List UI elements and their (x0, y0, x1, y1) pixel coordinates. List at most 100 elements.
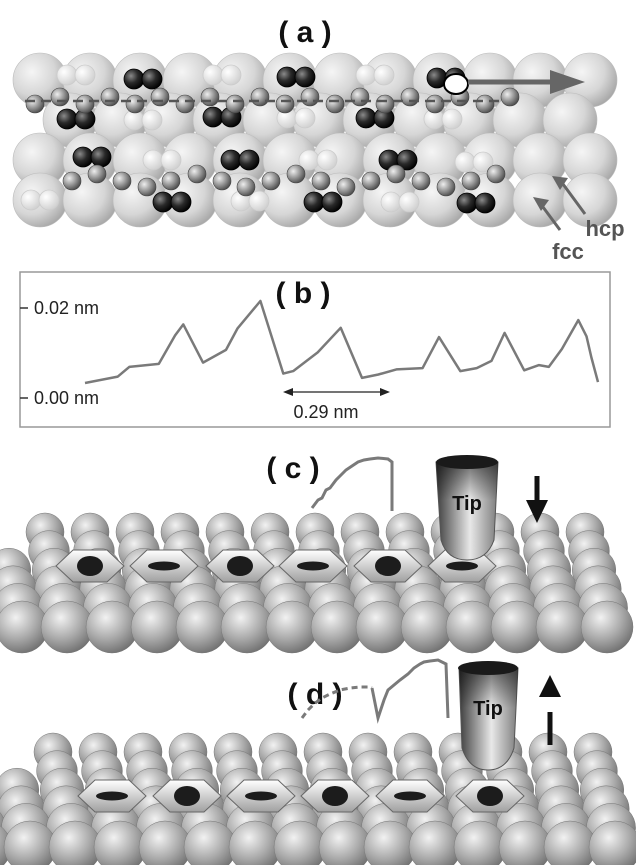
panel-c-label: ( c ) (266, 452, 319, 485)
chain-atom (475, 94, 495, 114)
chain-atom (436, 177, 456, 197)
pale-molecule-atom (142, 149, 164, 171)
chart-frame (19, 271, 611, 428)
chain-atom (375, 94, 395, 114)
surface-atom (355, 600, 409, 654)
chain-atom (400, 87, 420, 107)
pale-molecule-atom (355, 64, 377, 86)
chain-atom (250, 87, 270, 107)
chain-atom (87, 164, 107, 184)
surface-atom (40, 600, 94, 654)
chain-atom (311, 171, 331, 191)
dark-molecule-atom (355, 107, 377, 129)
pale-molecule-atom (472, 151, 494, 173)
panel-d-label: ( d ) (288, 678, 343, 711)
tip-label-c: Tip (452, 493, 482, 515)
pale-molecule-atom (294, 107, 316, 129)
dark-molecule-atom (238, 149, 260, 171)
surface-atom (310, 600, 364, 654)
dark-molecule-atom (141, 68, 163, 90)
surface-atom (535, 600, 589, 654)
chain-atom (300, 87, 320, 107)
dark-molecule-atom (90, 146, 112, 168)
dark-molecule-atom (220, 149, 242, 171)
chain-atom (112, 171, 132, 191)
friction-trace (84, 299, 600, 385)
surface-atom (85, 600, 139, 654)
dark-molecule-atom (72, 146, 94, 168)
pale-molecule-atom (141, 109, 163, 131)
molecule-core (297, 561, 329, 571)
molecule-core (394, 791, 426, 801)
spacing-label: 0.29 nm (293, 402, 358, 422)
pale-molecule-atom (20, 189, 42, 211)
chain-atom (225, 94, 245, 114)
chain-atom (187, 164, 207, 184)
surface-atoms-c (0, 512, 634, 654)
pale-molecule-atom (380, 191, 402, 213)
motion-arrow-head (550, 70, 585, 94)
hcp-label: hcp (585, 216, 624, 241)
chain-atom (25, 94, 45, 114)
surface-atom (490, 600, 544, 654)
surface-atom (265, 600, 319, 654)
pale-molecule-atom (441, 108, 463, 130)
down-arrow (526, 476, 548, 523)
pale-molecule-atom (398, 191, 420, 213)
chain-atom (411, 171, 431, 191)
pale-molecule-atom (56, 64, 78, 86)
dark-molecule-atom (396, 149, 418, 171)
chain-atom (350, 87, 370, 107)
dark-molecule-atom (123, 68, 145, 90)
panel-b: ( b ) 0.02 nm 0.00 nm 0.29 nm (19, 271, 611, 428)
dark-molecule-atom (202, 106, 224, 128)
panel-a: ( a ) hcp fcc (12, 16, 625, 264)
pale-molecule-atom (160, 149, 182, 171)
force-curve-d-dashed (300, 685, 373, 719)
panel-b-label: ( b ) (276, 277, 331, 310)
molecule-core (446, 561, 478, 571)
pale-molecule-atom (38, 189, 60, 211)
chain-atom (50, 87, 70, 107)
chain-atom (137, 177, 157, 197)
chain-atom (361, 171, 381, 191)
dark-molecule-atom (294, 66, 316, 88)
chain-atom (461, 171, 481, 191)
chain-atom (212, 171, 232, 191)
up-arrow (539, 675, 561, 745)
surface-atom (130, 600, 184, 654)
molecule-core (148, 561, 180, 571)
substrate-atom (562, 172, 618, 228)
pale-molecule-atom (202, 64, 224, 86)
force-curve-d (370, 658, 450, 724)
pale-molecule-atom (220, 64, 242, 86)
dark-molecule-atom (321, 191, 343, 213)
dark-molecule-atom (276, 66, 298, 88)
pale-molecule-atom (316, 149, 338, 171)
dark-molecule-atom (456, 192, 478, 214)
surface-atom (588, 820, 636, 865)
dark-molecule-atom (474, 192, 496, 214)
surface-atom (445, 600, 499, 654)
chain-atom (425, 94, 445, 114)
chain-atom (200, 87, 220, 107)
tip-d: Tip (458, 661, 519, 771)
fcc-pointer-head (533, 197, 549, 211)
dark-molecule-atom (56, 108, 78, 130)
molecule-core (174, 786, 200, 806)
molecule-core (96, 791, 128, 801)
molecule-core (77, 556, 103, 576)
dark-molecule-atom (170, 191, 192, 213)
molecule-core (375, 556, 401, 576)
spacing-arrow-left (283, 388, 293, 396)
chain-atom (150, 87, 170, 107)
chain-atom (286, 164, 306, 184)
chain-atom (261, 171, 281, 191)
hcp-pointer (558, 179, 587, 215)
tip-label-d: Tip (473, 698, 503, 720)
molecule-core (477, 786, 503, 806)
chain-atom (62, 171, 82, 191)
chain-atom (500, 87, 520, 107)
chain-atom (75, 94, 95, 114)
